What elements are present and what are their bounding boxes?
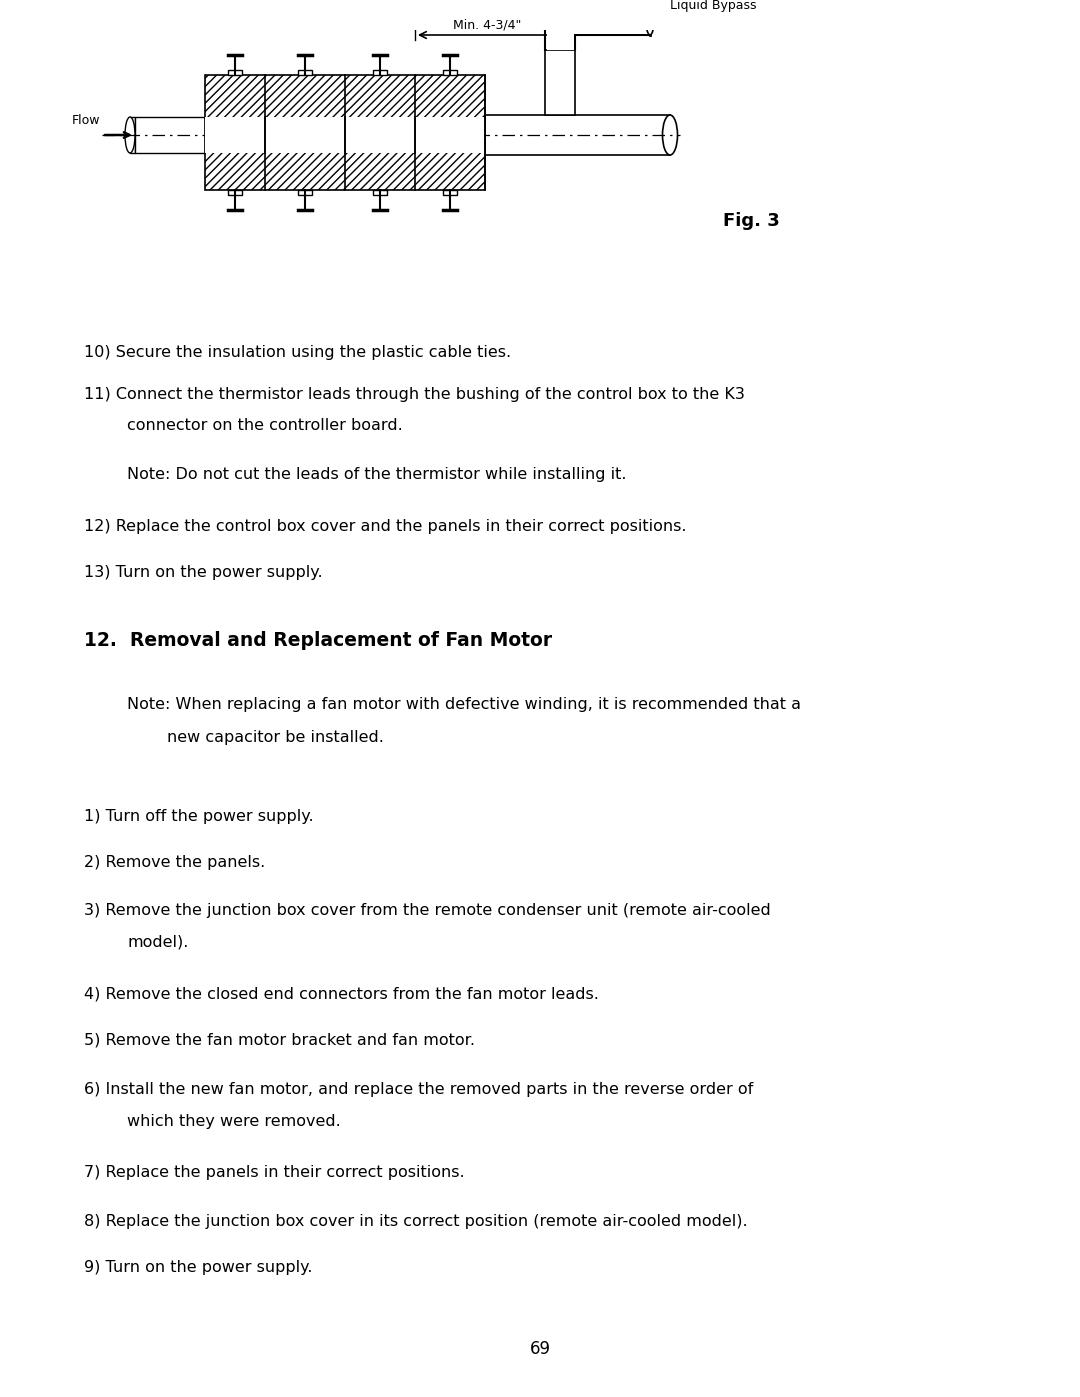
Polygon shape (373, 190, 387, 196)
Polygon shape (205, 75, 485, 190)
Text: 8) Replace the junction box cover in its correct position (remote air-cooled mod: 8) Replace the junction box cover in its… (84, 1214, 747, 1229)
Text: 12.  Removal and Replacement of Fan Motor: 12. Removal and Replacement of Fan Motor (84, 630, 552, 650)
Text: 11) Connect the thermistor leads through the bushing of the control box to the K: 11) Connect the thermistor leads through… (84, 387, 745, 402)
Polygon shape (373, 70, 387, 75)
Text: 13) Turn on the power supply.: 13) Turn on the power supply. (84, 564, 323, 580)
Text: 6) Install the new fan motor, and replace the removed parts in the reverse order: 6) Install the new fan motor, and replac… (84, 1081, 754, 1097)
Ellipse shape (646, 6, 654, 35)
Text: 12) Replace the control box cover and the panels in their correct positions.: 12) Replace the control box cover and th… (84, 518, 687, 534)
Text: Min. 4-3/4": Min. 4-3/4" (454, 18, 522, 31)
Text: 3) Remove the junction box cover from the remote condenser unit (remote air-cool: 3) Remove the junction box cover from th… (84, 902, 771, 918)
Text: 9) Turn on the power supply.: 9) Turn on the power supply. (84, 1260, 313, 1275)
Text: connector on the controller board.: connector on the controller board. (127, 418, 403, 433)
Text: 10) Secure the insulation using the plastic cable ties.: 10) Secure the insulation using the plas… (84, 345, 511, 360)
Polygon shape (228, 190, 242, 196)
Polygon shape (443, 70, 457, 75)
Text: Fig. 3: Fig. 3 (724, 212, 780, 231)
Text: model).: model). (127, 935, 189, 950)
Ellipse shape (662, 115, 677, 155)
Polygon shape (298, 70, 312, 75)
Text: 69: 69 (529, 1340, 551, 1358)
Polygon shape (130, 117, 135, 154)
Text: new capacitor be installed.: new capacitor be installed. (167, 729, 384, 745)
Text: 7) Replace the panels in their correct positions.: 7) Replace the panels in their correct p… (84, 1165, 464, 1180)
Text: Note: When replacing a fan motor with defective winding, it is recommended that : Note: When replacing a fan motor with de… (127, 697, 801, 712)
Polygon shape (205, 117, 485, 154)
Text: Liquid Bypass: Liquid Bypass (670, 0, 756, 11)
Text: 5) Remove the fan motor bracket and fan motor.: 5) Remove the fan motor bracket and fan … (84, 1032, 475, 1048)
Text: 1) Turn off the power supply.: 1) Turn off the power supply. (84, 809, 314, 824)
Text: 4) Remove the closed end connectors from the fan motor leads.: 4) Remove the closed end connectors from… (84, 986, 599, 1002)
Text: Note: Do not cut the leads of the thermistor while installing it.: Note: Do not cut the leads of the thermi… (127, 467, 627, 482)
Polygon shape (545, 50, 575, 115)
Text: which they were removed.: which they were removed. (127, 1113, 341, 1129)
Polygon shape (298, 190, 312, 196)
Polygon shape (135, 117, 205, 154)
Polygon shape (546, 6, 649, 50)
Text: 2) Remove the panels.: 2) Remove the panels. (84, 855, 266, 870)
Ellipse shape (125, 117, 135, 154)
Polygon shape (228, 70, 242, 75)
Polygon shape (443, 190, 457, 196)
Polygon shape (485, 115, 670, 155)
Text: Flow: Flow (71, 115, 100, 127)
